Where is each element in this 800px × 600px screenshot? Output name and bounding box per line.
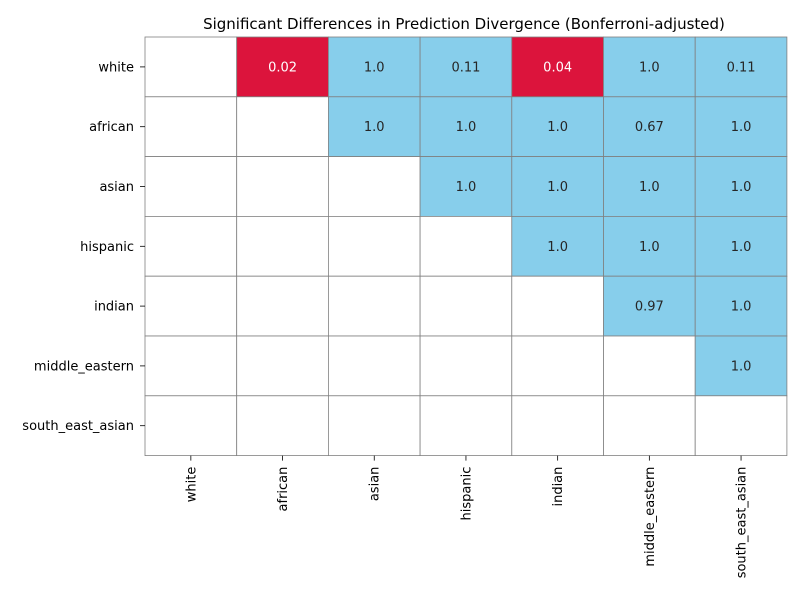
cell-label-middle_eastern-south_east_asian: 1.0 [731, 359, 752, 374]
heatmap-cell-south_east_asian-hispanic [419, 395, 513, 456]
heatmap-cell-middle_eastern-african [236, 335, 329, 397]
heatmap-cell-white-white [144, 36, 238, 98]
heatmap-cell-south_east_asian-middle_eastern [603, 395, 696, 456]
heatmap-cell-african-south_east_asian [694, 96, 788, 158]
heatmap-cell-middle_eastern-hispanic [419, 335, 513, 397]
heatmap-cell-indian-asian [327, 275, 421, 337]
heatmap-cell-african-african [236, 96, 329, 158]
cell-label-white-asian: 1.0 [364, 60, 385, 75]
heatmap-cell-indian-hispanic [419, 275, 513, 337]
heatmap-cell-white-indian [511, 36, 604, 98]
heatmap-cell-middle_eastern-asian [327, 335, 421, 397]
y-tick-label-middle_eastern: middle_eastern [34, 359, 134, 374]
heatmap-cell-asian-indian [511, 156, 604, 217]
heatmap-cell-hispanic-white [144, 215, 238, 277]
heatmap-cell-white-middle_eastern [603, 36, 696, 98]
chart-title: Significant Differences in Prediction Di… [203, 15, 725, 33]
cell-label-white-hispanic: 0.11 [451, 60, 480, 75]
y-axis: white african asian hispanic indian middle_ea… [22, 60, 145, 434]
heatmap-cell-asian-african [236, 156, 329, 217]
heatmap-cell-indian-south_east_asian [694, 275, 788, 337]
heatmap-cell-south_east_asian-african [236, 395, 329, 456]
heatmap-cell-middle_eastern-white [144, 335, 238, 397]
y-tick-label-indian: indian [94, 300, 134, 315]
cell-label-asian-hispanic: 1.0 [456, 180, 477, 195]
cell-label-african-south_east_asian: 1.0 [731, 120, 752, 135]
x-tick-label-asian: asian [368, 467, 383, 502]
heatmap-cell-south_east_asian-south_east_asian [694, 395, 788, 456]
heatmap-cell-white-hispanic [419, 36, 513, 98]
heatmap-cell-hispanic-asian [327, 215, 421, 277]
heatmap-cell-indian-african [236, 275, 329, 337]
y-tick-label-white: white [98, 60, 134, 75]
heatmap-cell-african-middle_eastern [603, 96, 696, 158]
heatmap-cell-hispanic-hispanic [419, 215, 513, 277]
cell-label-african-indian: 1.0 [547, 120, 568, 135]
heatmap-cell-hispanic-middle_eastern [603, 215, 696, 277]
heatmap-cell-white-african [236, 36, 329, 98]
x-tick-label-indian: indian [551, 467, 566, 507]
heatmap-cell-hispanic-indian [511, 215, 604, 277]
heatmap-cell-asian-asian [327, 156, 421, 217]
x-tick-label-middle_eastern: middle_eastern [643, 467, 658, 567]
heatmap-cell-indian-white [144, 275, 238, 337]
y-tick-label-asian: asian [99, 180, 134, 195]
cell-label-african-asian: 1.0 [364, 120, 385, 135]
x-axis: white african asian hispanic indian middle_ea… [184, 455, 750, 579]
x-tick-label-south_east_asian: south_east_asian [735, 467, 750, 579]
cell-label-asian-indian: 1.0 [547, 180, 568, 195]
heatmap-cell-south_east_asian-asian [327, 395, 421, 456]
cell-label-indian-south_east_asian: 1.0 [731, 300, 752, 315]
cell-label-hispanic-middle_eastern: 1.0 [639, 240, 660, 255]
heatmap-cell-asian-hispanic [419, 156, 513, 217]
heatmap-cell-middle_eastern-middle_eastern [603, 335, 696, 397]
heatmap-cell-african-hispanic [419, 96, 513, 158]
x-tick-label-hispanic: hispanic [459, 467, 474, 521]
cell-label-white-middle_eastern: 1.0 [639, 60, 660, 75]
y-tick-label-african: african [89, 120, 134, 135]
cell-label-white-indian: 0.04 [543, 60, 572, 75]
cell-label-african-middle_eastern: 0.67 [635, 120, 664, 135]
y-tick-label-hispanic: hispanic [80, 240, 134, 255]
heatmap-cell-hispanic-south_east_asian [694, 215, 788, 277]
heatmap-cell-indian-indian [511, 275, 604, 337]
cell-label-asian-south_east_asian: 1.0 [731, 180, 752, 195]
x-tick-label-african: african [276, 467, 291, 512]
heatmap-cells [144, 36, 788, 456]
heatmap-cell-south_east_asian-white [144, 395, 238, 456]
heatmap-cell-asian-south_east_asian [694, 156, 788, 217]
cell-label-hispanic-indian: 1.0 [547, 240, 568, 255]
heatmap-cell-white-south_east_asian [694, 36, 788, 98]
heatmap-cell-middle_eastern-indian [511, 335, 604, 397]
heatmap-cell-hispanic-african [236, 215, 329, 277]
cell-label-white-african: 0.02 [268, 60, 297, 75]
heatmap-cell-indian-middle_eastern [603, 275, 696, 337]
y-tick-label-south_east_asian: south_east_asian [22, 419, 134, 434]
cell-label-asian-middle_eastern: 1.0 [639, 180, 660, 195]
cell-label-indian-middle_eastern: 0.97 [635, 300, 664, 315]
heatmap-cell-asian-middle_eastern [603, 156, 696, 217]
x-tick-label-white: white [184, 467, 199, 503]
heatmap-cell-white-asian [327, 36, 421, 98]
heatmap-cell-south_east_asian-indian [511, 395, 604, 456]
heatmap-cell-african-white [144, 96, 238, 158]
heatmap-cell-middle_eastern-south_east_asian [694, 335, 788, 397]
cell-label-white-south_east_asian: 0.11 [727, 60, 756, 75]
cell-label-hispanic-south_east_asian: 1.0 [731, 240, 752, 255]
heatmap-cell-labels: 0.02 1.0 0.11 0.04 1.0 0.11 1.0 1.0 1.0 0.67 1.0 1.… [268, 60, 755, 374]
cell-label-african-hispanic: 1.0 [456, 120, 477, 135]
heatmap-cell-asian-white [144, 156, 238, 217]
